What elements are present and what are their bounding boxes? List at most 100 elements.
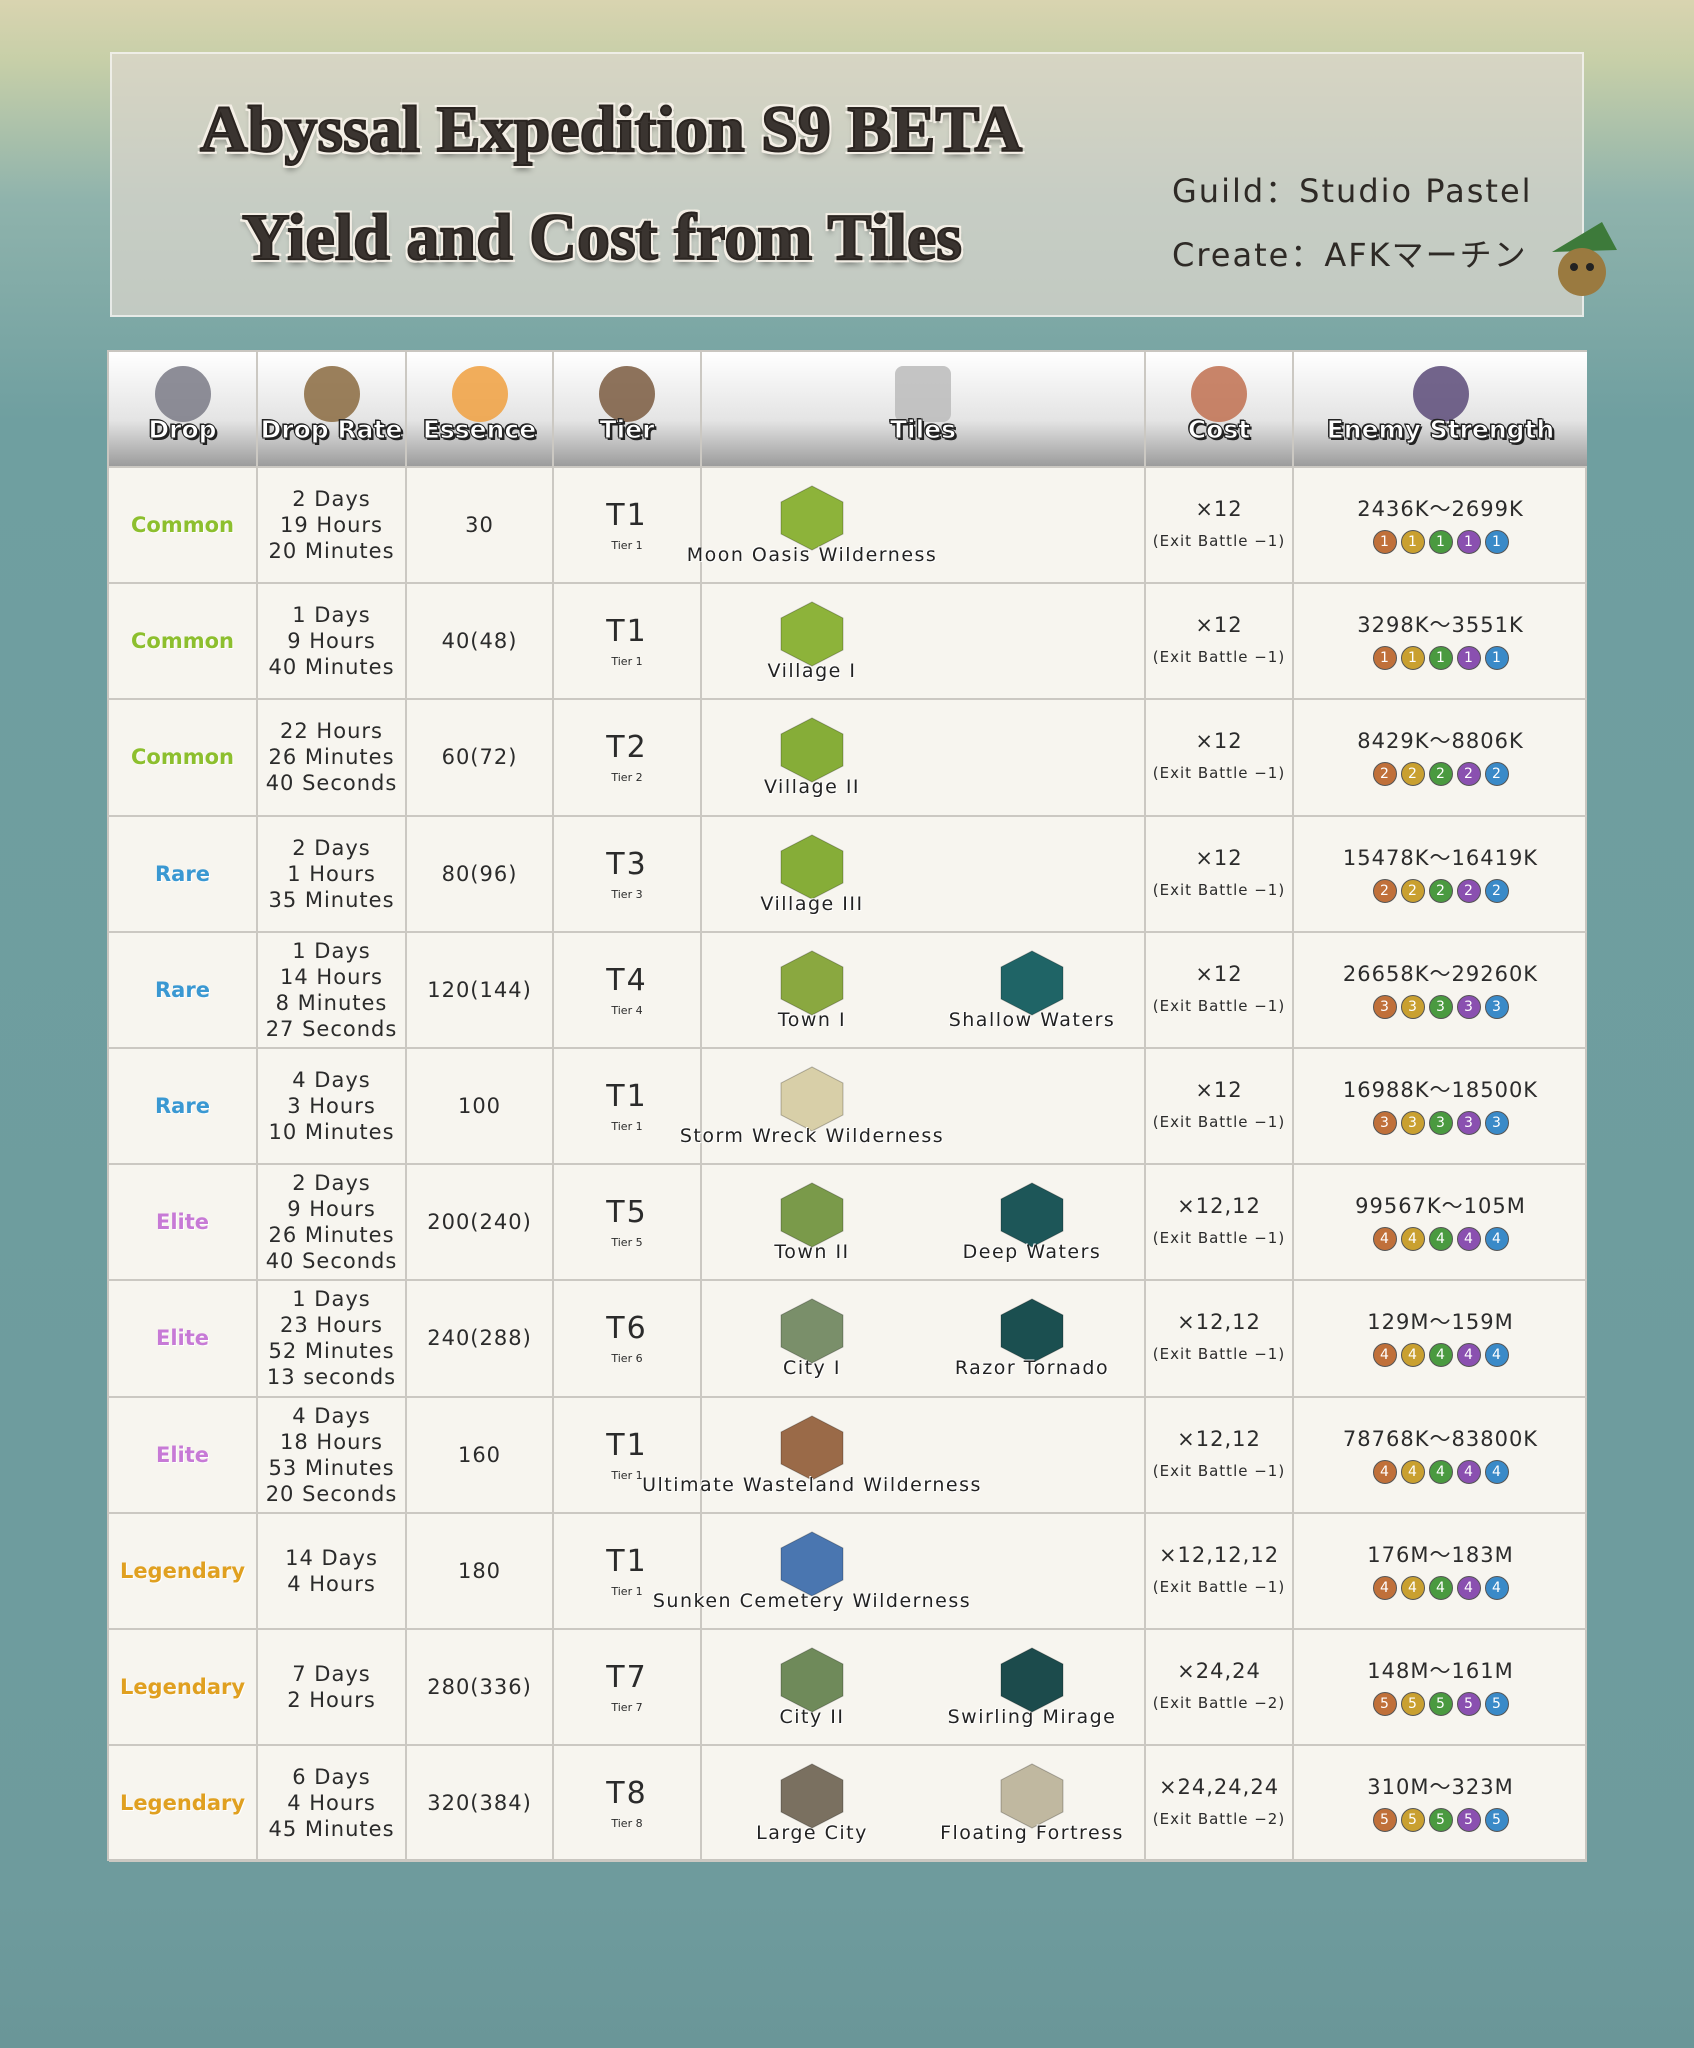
- header-label: Tiles: [889, 414, 957, 444]
- enemy-icon: 5: [1372, 1692, 1397, 1717]
- tile-icon: [1000, 1182, 1064, 1248]
- tier-sub: Tier 2: [611, 771, 643, 785]
- tile: Moon Oasis Wilderness: [662, 482, 962, 566]
- enemy-icon: 1: [1428, 530, 1453, 555]
- tier-cell: T1 Tier 1: [554, 584, 702, 701]
- tile-label: Large City: [756, 1822, 868, 1845]
- essence-cell: 120(144): [407, 932, 554, 1049]
- enemy-icon: 5: [1400, 1692, 1425, 1717]
- enemy-icon: 4: [1484, 1227, 1509, 1252]
- essence-cell: 100: [407, 1049, 554, 1166]
- drop-rate: 9 Hours: [287, 1197, 376, 1222]
- enemy-cell: 310M～323M 5 5 5 5 5: [1294, 1746, 1587, 1863]
- drop-rate: 4 Hours: [287, 1791, 376, 1816]
- essence-cell: 320(384): [407, 1746, 554, 1863]
- enemy-strength: 78768K～83800K: [1342, 1426, 1539, 1451]
- tiles-cell: Moon Oasis Wilderness: [687, 468, 1146, 585]
- drop-rate: 9 Hours: [287, 629, 376, 654]
- enemy-icon: 1: [1484, 646, 1509, 671]
- tier: T1: [606, 1079, 648, 1115]
- tile-label: Razor Tornado: [954, 1357, 1110, 1380]
- enemy-icon: 1: [1456, 530, 1481, 555]
- header-cell: Cost: [1146, 352, 1294, 468]
- exit-battle: (Exit Battle −1): [1152, 648, 1286, 667]
- tile-icon: [780, 1763, 844, 1829]
- drop-cell: Legendary: [109, 1513, 258, 1630]
- tier: T2: [606, 730, 648, 766]
- enemy-icon: 3: [1400, 994, 1425, 1019]
- tile-label: Ultimate Wasteland Wilderness: [642, 1473, 982, 1496]
- tier: T3: [606, 846, 648, 882]
- drop-rate: 4 Hours: [287, 1571, 376, 1596]
- tier-sub: Tier 3: [611, 887, 643, 901]
- tier-sub: Tier 1: [611, 655, 643, 669]
- enemy-icon: 3: [1428, 1111, 1453, 1136]
- enemy-icon: 3: [1456, 1111, 1481, 1136]
- tile-icon: [780, 1531, 844, 1597]
- title-line: Yield and Cost from Tiles: [241, 200, 963, 275]
- tile: Village II: [662, 714, 962, 798]
- drop: Rare: [155, 977, 210, 1002]
- drop-rate-cell: 1 Days 9 Hours 40 Minutes: [258, 584, 407, 701]
- enemy-icon: 2: [1372, 878, 1397, 903]
- tile-label: Deep Waters: [962, 1241, 1102, 1264]
- essence: 240(288): [427, 1326, 532, 1351]
- drop-rate: 1 Days: [292, 603, 371, 628]
- cost-cell: ×12,12 (Exit Battle −1): [1146, 1281, 1294, 1398]
- tile-label: Shallow Waters: [948, 1008, 1116, 1031]
- title-line: Abyssal Expedition S9 BETA: [199, 92, 1023, 167]
- cost: ×12,12,12: [1158, 1542, 1280, 1567]
- enemy-icon: 5: [1484, 1808, 1509, 1833]
- tiles-cell: Large City Floating Fortress: [702, 1746, 1146, 1863]
- mascot: [1552, 222, 1617, 296]
- tiles-cell: City I Razor Tornado: [702, 1281, 1146, 1398]
- enemy-strength: 176M～183M: [1367, 1542, 1514, 1567]
- essence: 280(336): [427, 1675, 532, 1700]
- drop-rate: 2 Days: [292, 1171, 371, 1196]
- exit-battle: (Exit Battle −2): [1152, 1810, 1286, 1829]
- enemy-icon: 4: [1372, 1343, 1397, 1368]
- tile-label: Village III: [760, 892, 864, 915]
- drop-cell: Elite: [109, 1281, 258, 1398]
- header-icon: [895, 366, 951, 422]
- enemy-icon: 1: [1428, 646, 1453, 671]
- essence-cell: 180: [407, 1513, 554, 1630]
- enemy-icon: 5: [1456, 1692, 1481, 1717]
- drop-rate: 10 Minutes: [268, 1120, 395, 1145]
- cost: ×12: [1195, 961, 1243, 986]
- drop-rate: 14 Days: [285, 1545, 378, 1570]
- tile: Town II: [662, 1179, 962, 1263]
- cost: ×24,24,24: [1158, 1775, 1280, 1800]
- drop: Common: [131, 513, 234, 538]
- tile-label: Town I: [777, 1008, 847, 1031]
- drop-rate: 45 Minutes: [268, 1817, 395, 1842]
- header-label: Drop: [148, 414, 217, 444]
- drop: Legendary: [119, 1791, 246, 1816]
- header-label: Tier: [599, 414, 655, 444]
- tile-icon: [780, 1415, 844, 1481]
- drop-rate-cell: 2 Days 9 Hours 26 Minutes 40 Seconds: [258, 1165, 407, 1282]
- enemy-cell: 176M～183M 4 4 4 4 4: [1294, 1514, 1587, 1630]
- header-icon: [1412, 366, 1469, 422]
- tier-cell: T3 Tier 3: [554, 816, 702, 933]
- tile: Large City: [662, 1760, 962, 1844]
- header-cell: Enemy Strength: [1294, 352, 1587, 468]
- tier: T1: [606, 1427, 648, 1463]
- cost: ×12,12: [1177, 1310, 1261, 1335]
- enemy-icon: 4: [1372, 1227, 1397, 1252]
- drop-rate: 20 Seconds: [265, 1481, 398, 1506]
- cost-cell: ×12 (Exit Battle −1): [1146, 816, 1294, 933]
- exit-battle: (Exit Battle −1): [1152, 1229, 1286, 1248]
- exit-battle: (Exit Battle −1): [1152, 764, 1286, 783]
- drop-cell: Common: [109, 468, 258, 585]
- enemy-strength: 2436K～2699K: [1357, 497, 1524, 522]
- tier-sub: Tier 6: [611, 1352, 643, 1366]
- essence-cell: 60(72): [407, 700, 554, 817]
- tile-icon: [1000, 1763, 1064, 1829]
- tier-cell: T1 Tier 1: [554, 1049, 702, 1166]
- cost: ×12: [1195, 729, 1243, 754]
- tier: T8: [606, 1776, 648, 1812]
